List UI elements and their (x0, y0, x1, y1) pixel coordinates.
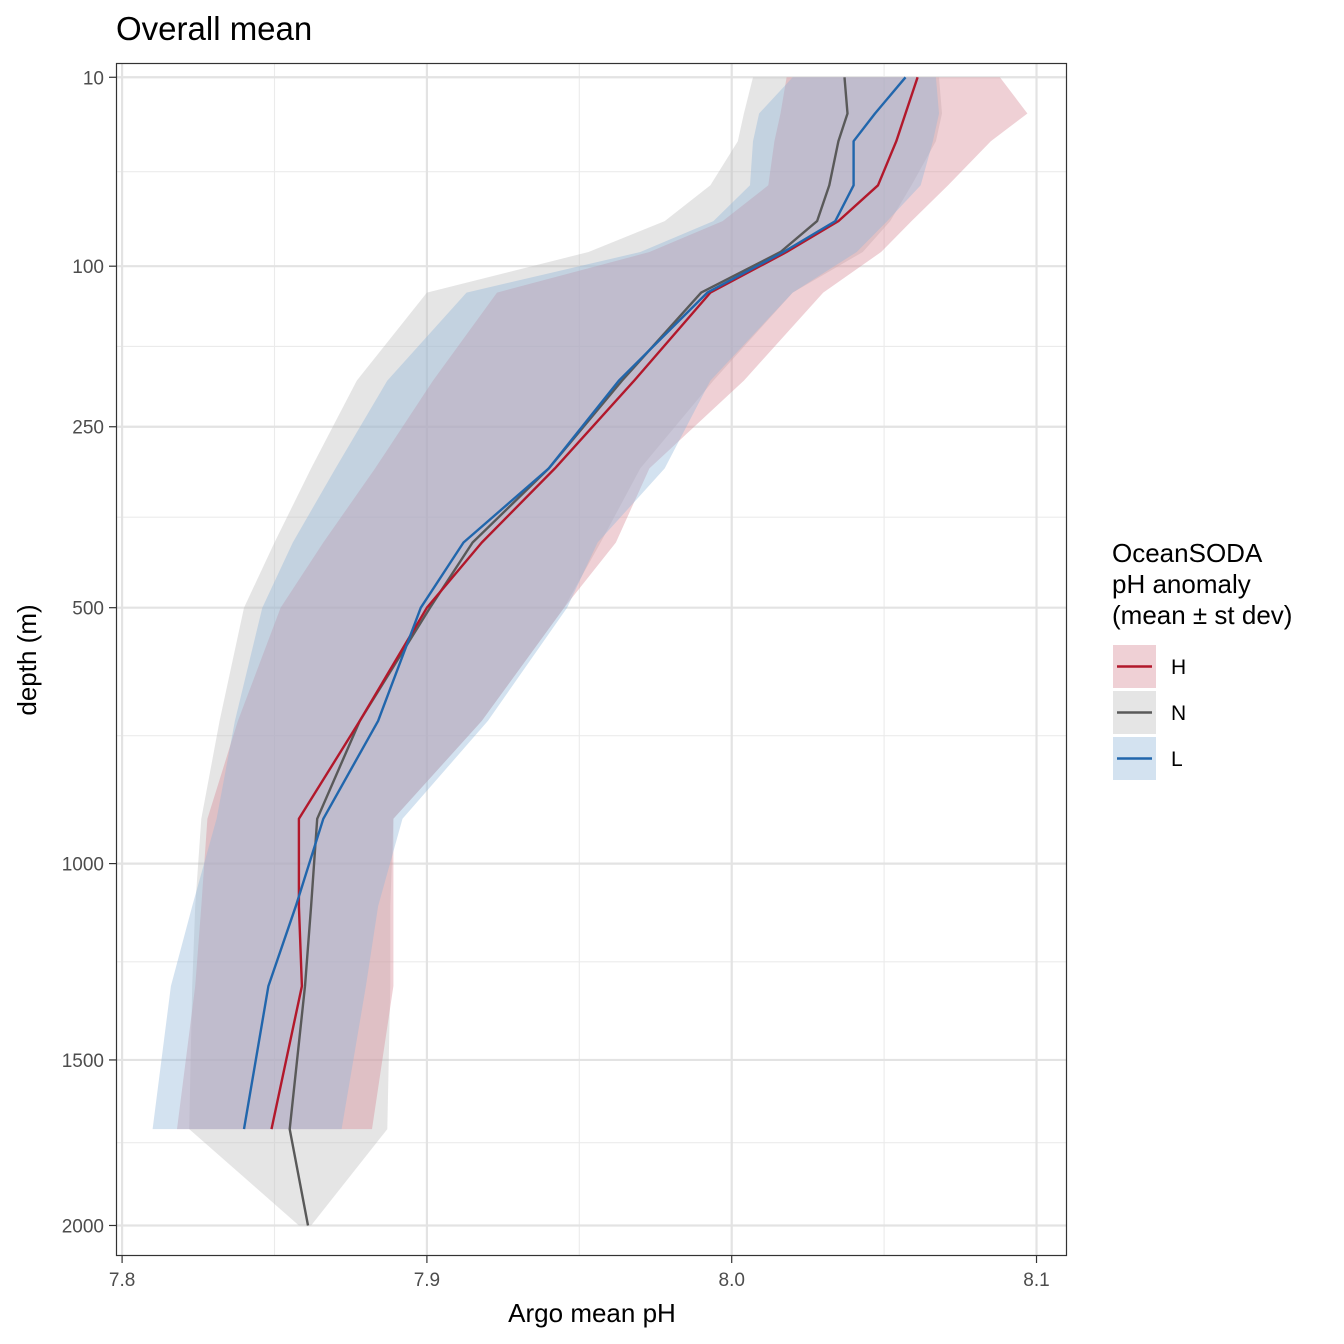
gridlines (116, 63, 1067, 1256)
legend-label-n: N (1171, 702, 1186, 725)
chart-title: Overall mean (116, 10, 312, 47)
x-tick-label: 7.8 (109, 1270, 135, 1291)
band-h (177, 77, 1028, 1130)
legend-title-line-3: (mean ± st dev) (1112, 600, 1292, 630)
legend-label-h: H (1171, 656, 1186, 679)
panel-border (115, 62, 1068, 1257)
x-tick-label: 8.0 (719, 1270, 745, 1291)
legend: OceanSODA pH anomaly (mean ± st dev) HNL (1112, 538, 1292, 780)
y-tick-label: 500 (72, 599, 104, 620)
y-tick-label: 1000 (62, 855, 104, 876)
legend-keys: HNL (1113, 645, 1186, 780)
band-n (189, 77, 942, 1226)
mean-lines (242, 76, 919, 1226)
mean-line-h (270, 76, 919, 1130)
x-axis-title: Argo mean pH (508, 1298, 676, 1328)
y-tick-label: 2000 (62, 1216, 104, 1237)
y-tick-label: 10 (83, 68, 104, 89)
x-tick-label: 7.9 (414, 1270, 440, 1291)
y-tick-label: 250 (72, 418, 104, 439)
mean-line-l (242, 76, 907, 1130)
y-tick-label: 1500 (62, 1051, 104, 1072)
st-dev-bands (152, 77, 1028, 1226)
y-axis: 10 100 250 500 1000 1500 2000 (62, 68, 116, 1237)
x-tick-label: 8.1 (1023, 1270, 1049, 1291)
band-l (152, 77, 940, 1130)
y-axis-title: depth (m) (12, 604, 42, 715)
x-axis: 7.8 7.9 8.0 8.1 (109, 1256, 1050, 1291)
legend-title-line-2: pH anomaly (1112, 569, 1251, 599)
plot-panel (115, 62, 1068, 1257)
y-tick-label: 100 (72, 257, 104, 278)
legend-title-line-1: OceanSODA (1112, 538, 1263, 568)
legend-label-l: L (1171, 748, 1183, 771)
